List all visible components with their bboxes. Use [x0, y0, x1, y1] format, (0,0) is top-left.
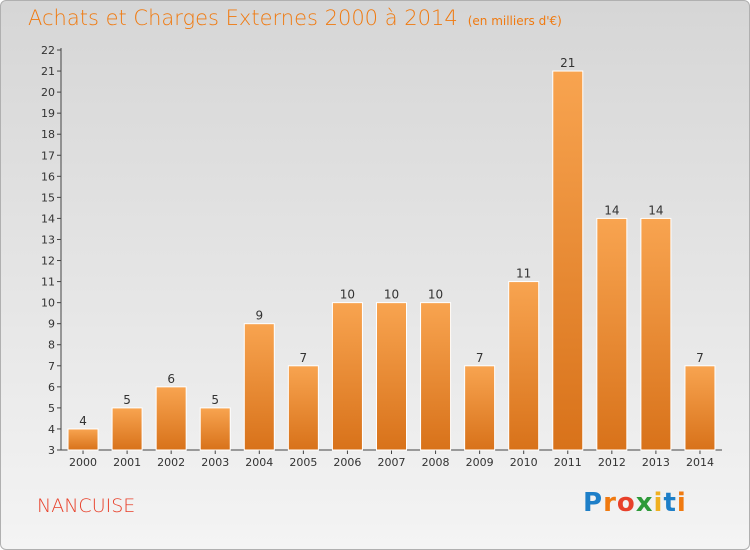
- y-tick-label: 18: [41, 128, 55, 141]
- x-tick-label: 2000: [69, 456, 97, 469]
- bar-value-label: 4: [79, 414, 87, 428]
- x-tick-label: 2007: [378, 456, 406, 469]
- bar-value-label: 11: [516, 267, 531, 281]
- y-tick-label: 16: [41, 170, 55, 183]
- y-tick-label: 20: [41, 86, 55, 99]
- bar-value-label: 5: [211, 393, 219, 407]
- y-tick-label: 19: [41, 107, 55, 120]
- x-tick-label: 2002: [157, 456, 185, 469]
- y-tick-label: 15: [41, 191, 55, 204]
- bar: [376, 302, 407, 451]
- logo-letter: r: [603, 488, 617, 518]
- x-tick-label: 2006: [333, 456, 361, 469]
- logo-letter: t: [663, 488, 677, 518]
- chart-unit-note: (en milliers d'€): [467, 14, 562, 28]
- bar: [287, 365, 319, 451]
- x-tick-label: 2005: [289, 456, 317, 469]
- logo-letter: i: [653, 488, 664, 518]
- bar: [596, 217, 628, 451]
- bar-value-label: 10: [340, 288, 355, 302]
- y-tick-label: 22: [41, 44, 55, 57]
- bar: [552, 70, 584, 451]
- x-tick-label: 2009: [466, 456, 494, 469]
- x-tick-label: 2001: [113, 456, 141, 469]
- y-tick-label: 4: [48, 423, 55, 436]
- x-tick-label: 2013: [642, 456, 670, 469]
- logo-letter: P: [583, 488, 604, 518]
- bar: [111, 407, 143, 451]
- y-tick-label: 7: [48, 360, 55, 373]
- bar: [684, 365, 716, 451]
- y-tick-label: 5: [48, 402, 55, 415]
- x-tick-label: 2004: [245, 456, 273, 469]
- logo-letter: i: [676, 488, 687, 518]
- y-tick-label: 9: [48, 318, 55, 331]
- bar: [155, 386, 187, 451]
- x-tick-label: 2014: [686, 456, 714, 469]
- y-tick-label: 12: [41, 255, 55, 268]
- x-tick-label: 2010: [510, 456, 538, 469]
- bar-value-label: 7: [696, 351, 704, 365]
- bar-value-label: 7: [300, 351, 308, 365]
- bar: [464, 365, 496, 451]
- proxiti-logo: Proxiti: [583, 488, 687, 518]
- y-tick-label: 3: [48, 444, 55, 457]
- y-tick-label: 11: [41, 276, 55, 289]
- chart-title-block: Achats et Charges Externes 2000 à 2014 (…: [28, 6, 562, 30]
- bar: [199, 407, 231, 451]
- bar-value-label: 6: [167, 372, 175, 386]
- y-tick-label: 14: [41, 212, 55, 225]
- bar-value-label: 14: [604, 203, 619, 217]
- bar-value-label: 10: [428, 288, 443, 302]
- bar: [420, 302, 452, 451]
- bar-value-label: 14: [648, 203, 663, 217]
- y-tick-label: 17: [41, 149, 55, 162]
- bar: [508, 281, 540, 451]
- y-tick-label: 6: [48, 381, 55, 394]
- y-tick-label: 13: [41, 233, 55, 246]
- bar-value-label: 5: [123, 393, 131, 407]
- bar-value-label: 7: [476, 351, 484, 365]
- x-tick-label: 2003: [201, 456, 229, 469]
- x-tick-label: 2008: [422, 456, 450, 469]
- bar-value-label: 10: [384, 288, 399, 302]
- x-tick-label: 2011: [554, 456, 582, 469]
- chart-title: Achats et Charges Externes 2000 à 2014: [28, 6, 458, 30]
- place-name: NANCUISE: [37, 495, 136, 517]
- bar: [331, 302, 363, 451]
- bar-value-label: 21: [560, 56, 575, 70]
- bar-value-label: 9: [255, 309, 263, 323]
- bar: [243, 323, 275, 451]
- y-tick-label: 21: [41, 65, 55, 78]
- logo-letter: x: [635, 488, 654, 518]
- logo-letter: o: [616, 488, 636, 518]
- y-tick-label: 8: [48, 339, 55, 352]
- bar: [640, 217, 672, 451]
- x-tick-label: 2012: [598, 456, 626, 469]
- y-tick-label: 10: [41, 297, 55, 310]
- bar: [67, 428, 99, 451]
